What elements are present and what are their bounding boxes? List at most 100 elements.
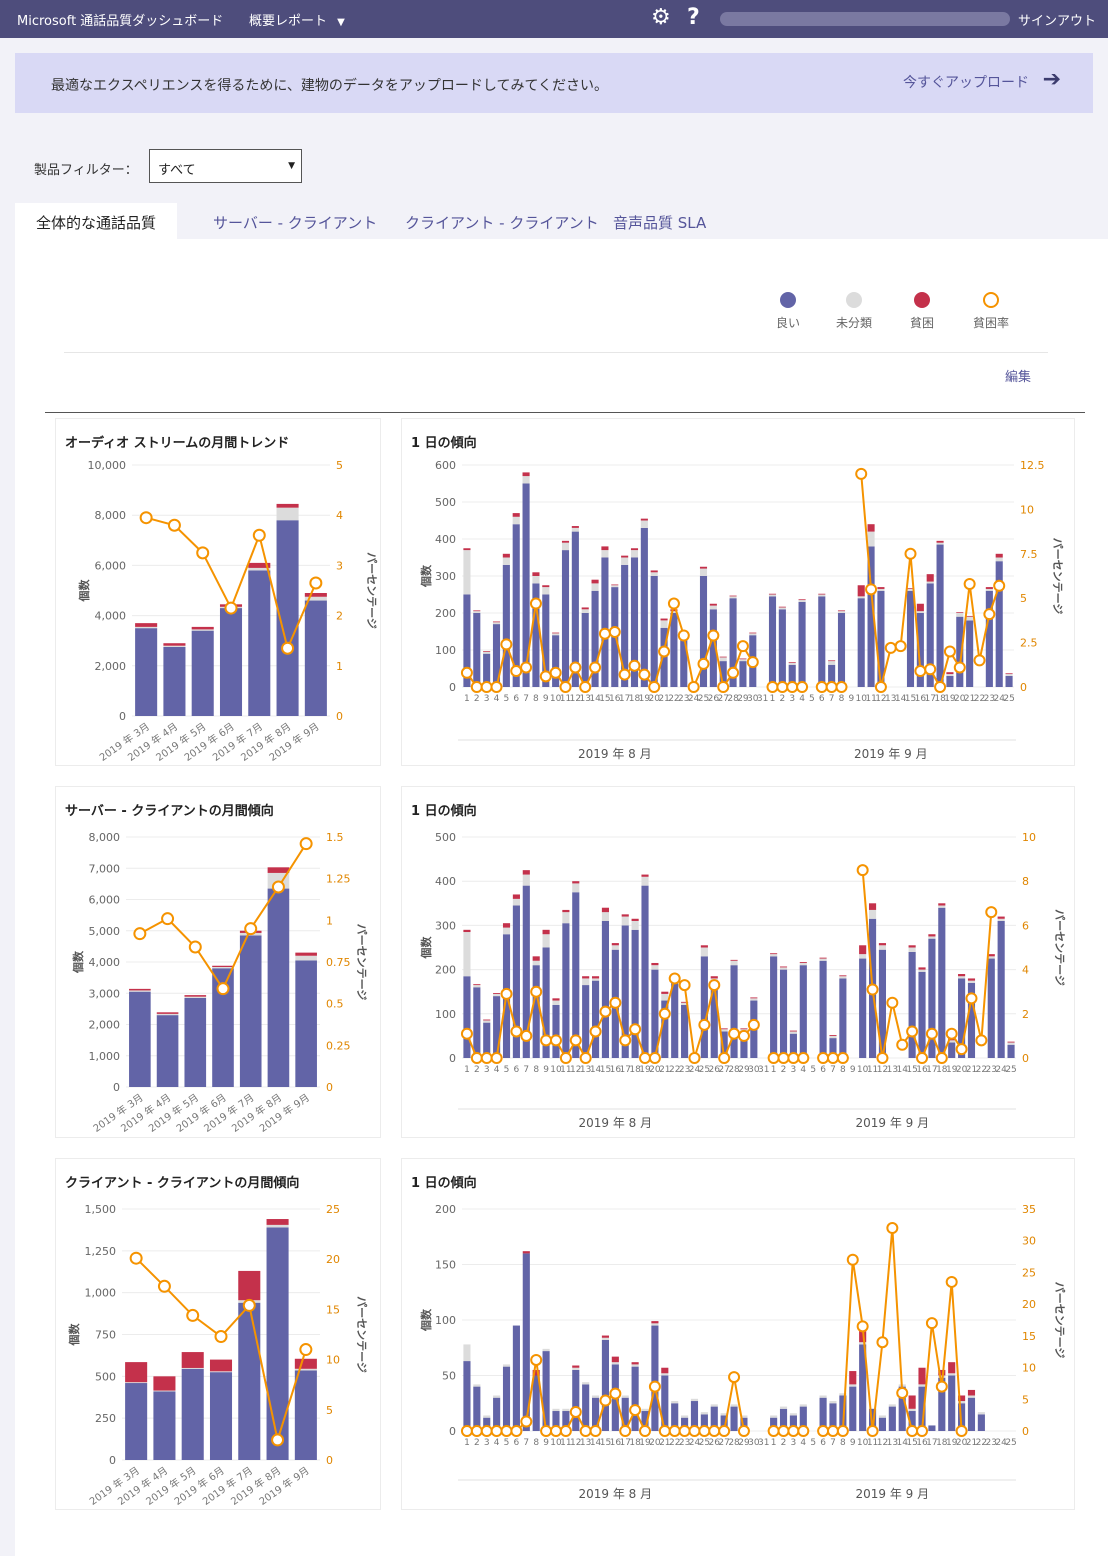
bar-good <box>700 1414 708 1431</box>
report-menu[interactable]: 概要レポート ▼ <box>249 10 345 29</box>
bar-unclassified <box>770 1415 778 1418</box>
bar-poor <box>522 472 530 477</box>
poor-rate-point <box>776 681 789 693</box>
monthly-chart-panel: サーバー - クライアントの月間傾向 0 1,000 2,000 3,000 4,000… <box>55 786 381 1138</box>
bar-good <box>562 923 570 1058</box>
poor-rate-point <box>540 1034 553 1047</box>
poor-rate-point <box>619 1034 632 1047</box>
bar-good <box>948 1375 956 1431</box>
x-tick-label: 12 <box>570 694 581 704</box>
bar-unclassified <box>611 1362 619 1365</box>
tab-server-client[interactable]: サーバー - クライアント <box>213 214 378 232</box>
x-tick-label: 19 <box>639 1065 651 1075</box>
x-tick-label: 8 <box>840 1438 846 1448</box>
y-tick-label: 4,000 <box>95 610 127 623</box>
bar-unclassified <box>710 1404 718 1407</box>
x-tick-label: 31 <box>758 1438 769 1448</box>
poor-rate-point <box>786 681 799 693</box>
bar-poor <box>768 593 777 595</box>
legend-dot-good <box>780 292 796 308</box>
poor-rate-point <box>896 1386 909 1399</box>
legend-poor[interactable]: 貧困 <box>892 292 952 331</box>
bar-unclassified <box>700 1412 708 1415</box>
bar-good <box>483 653 491 687</box>
bar-good <box>700 956 708 1058</box>
poor-rate-point <box>618 668 631 681</box>
bar-unclassified <box>184 996 207 998</box>
poor-rate-point <box>224 601 238 615</box>
poor-rate-point <box>569 1034 582 1047</box>
gear-icon[interactable]: ⚙ <box>651 5 671 30</box>
bar-poor <box>582 976 590 979</box>
bar-unclassified <box>463 1344 471 1362</box>
poor-rate-point <box>896 1038 909 1051</box>
poor-rate-point <box>639 1425 652 1437</box>
x-tick-label: 2 <box>474 1065 480 1075</box>
poor-rate-point <box>698 1425 711 1437</box>
legend-poor-rate[interactable]: 貧困率 <box>961 292 1021 331</box>
bar-good <box>532 1375 540 1431</box>
y-tick-label: 300 <box>435 570 456 583</box>
y2-tick-label: 0 <box>336 710 343 723</box>
bar-good <box>304 600 327 716</box>
bar-poor <box>248 562 271 568</box>
x-tick-label: 19 <box>946 1438 958 1448</box>
tab-overall-quality[interactable]: 全体的な通話品質 <box>15 203 178 239</box>
poor-rate-point <box>916 1425 929 1437</box>
x-tick-label: 6 <box>514 1438 520 1448</box>
bar-good <box>680 635 688 687</box>
poor-rate-point <box>609 1387 622 1400</box>
x-tick-label: 23 <box>984 694 995 704</box>
poor-rate-point <box>983 608 996 621</box>
poor-rate-point <box>717 681 730 693</box>
app-title[interactable]: Microsoft 通話品質ダッシュボード <box>17 14 224 29</box>
legend-unclassified[interactable]: 未分類 <box>824 292 884 331</box>
bar-good <box>720 1031 728 1058</box>
bar-poor <box>522 1251 530 1254</box>
x-tick-label: 5 <box>810 1065 816 1075</box>
poor-rate-point <box>460 666 473 679</box>
signout-link[interactable]: サインアウト <box>1018 14 1097 29</box>
bar-good <box>867 546 875 687</box>
poor-rate-point <box>934 681 947 693</box>
poor-rate-point <box>480 1425 493 1437</box>
poor-rate-point <box>953 661 966 674</box>
arrow-right-icon[interactable]: ➔ <box>1042 67 1061 92</box>
tab-audio-sla[interactable]: 音声品質 SLA <box>613 214 707 232</box>
bar-good <box>651 1325 659 1431</box>
bar-poor <box>859 945 867 955</box>
poor-rate-point <box>856 864 869 877</box>
bar-unclassified <box>552 633 560 636</box>
poor-rate-point <box>589 1025 602 1038</box>
bar-good <box>601 920 610 1058</box>
upload-link[interactable]: 今すぐアップロード <box>903 75 1029 91</box>
x-tick-label: 10 <box>857 1065 869 1075</box>
legend-good[interactable]: 良い <box>758 292 818 331</box>
bar-poor <box>542 929 550 935</box>
bar-poor <box>212 965 234 967</box>
bar-unclassified <box>631 1364 639 1367</box>
x-tick-label: 20 <box>648 694 660 704</box>
bar-unclassified <box>908 947 916 952</box>
bar-unclassified <box>985 588 993 591</box>
bar-poor <box>908 1395 916 1409</box>
bar-poor <box>661 1367 669 1374</box>
x-tick-label: 29 <box>737 694 749 704</box>
poor-rate-point <box>549 1034 562 1047</box>
help-icon[interactable]: ? <box>687 5 700 30</box>
y2-tick-label: 5 <box>336 459 343 472</box>
tab-client-client[interactable]: クライアント - クライアント <box>405 214 599 232</box>
bar-good <box>571 531 579 687</box>
bar-poor <box>295 952 317 956</box>
y2-tick-label: 10 <box>326 1354 340 1367</box>
x-tick-label: 9 <box>848 694 854 704</box>
product-filter-select[interactable]: すべて ▼ <box>149 149 302 183</box>
y2-tick-label: 8 <box>1022 875 1029 888</box>
poor-rate-point <box>244 922 258 936</box>
bar-good <box>857 598 865 687</box>
bar-good <box>631 1366 639 1431</box>
bar-good <box>888 1406 896 1431</box>
edit-link[interactable]: 編集 <box>1005 370 1032 385</box>
bar-good <box>967 1397 976 1431</box>
bar-good <box>463 1361 471 1431</box>
